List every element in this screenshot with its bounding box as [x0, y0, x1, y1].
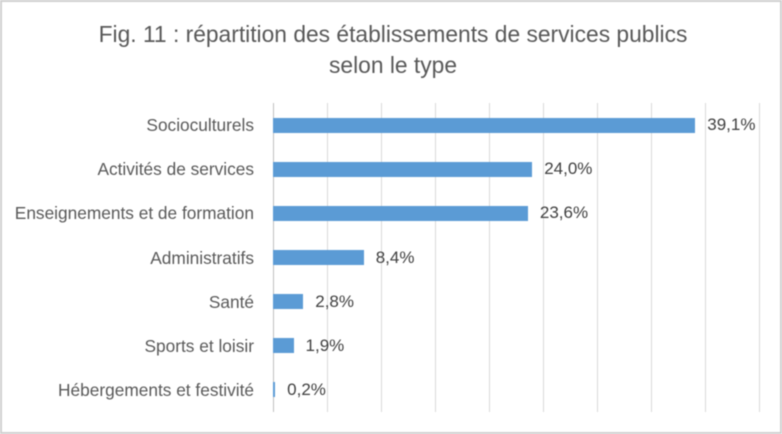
bar-6	[273, 338, 294, 354]
gridline-40	[704, 103, 706, 412]
value-label-7: 0,2%	[287, 379, 326, 399]
category-label-2: Activités de services	[97, 159, 254, 180]
bar-5	[273, 294, 304, 310]
gridline-35	[650, 103, 652, 412]
chart-title-line-1: Fig. 11 : répartition des établissements…	[98, 21, 688, 47]
category-label-6: Sports et loisir	[144, 335, 255, 356]
category-label-5: Santé	[208, 291, 254, 312]
chart-title: Fig. 11 : répartition des établissements…	[2, 19, 780, 81]
value-label-5: 2,8%	[315, 291, 354, 311]
bar-2	[273, 161, 533, 177]
bar-1	[273, 117, 696, 133]
value-label-6: 1,9%	[305, 335, 345, 355]
bar-4	[273, 250, 364, 265]
bar-3	[273, 205, 528, 221]
category-label-7: Hébergements et festivité	[58, 379, 254, 400]
gridline-20	[488, 103, 490, 412]
value-label-1: 39,1%	[707, 115, 756, 135]
gridline-15	[434, 103, 436, 412]
value-label-2: 24,0%	[544, 159, 593, 179]
category-label-1: Socioculturels	[146, 115, 254, 136]
gridline-45	[758, 103, 760, 412]
category-label-3: Enseignements et de formation	[14, 203, 254, 224]
category-label-4: Administratifs	[150, 247, 254, 268]
value-label-4: 8,4%	[375, 247, 415, 267]
value-label-3: 23,6%	[539, 203, 589, 223]
gridline-30	[596, 103, 598, 412]
bar-7	[273, 382, 276, 398]
chart-title-line-2: selon le type	[329, 52, 457, 78]
gridline-25	[542, 103, 544, 412]
gridline-10	[380, 103, 382, 412]
